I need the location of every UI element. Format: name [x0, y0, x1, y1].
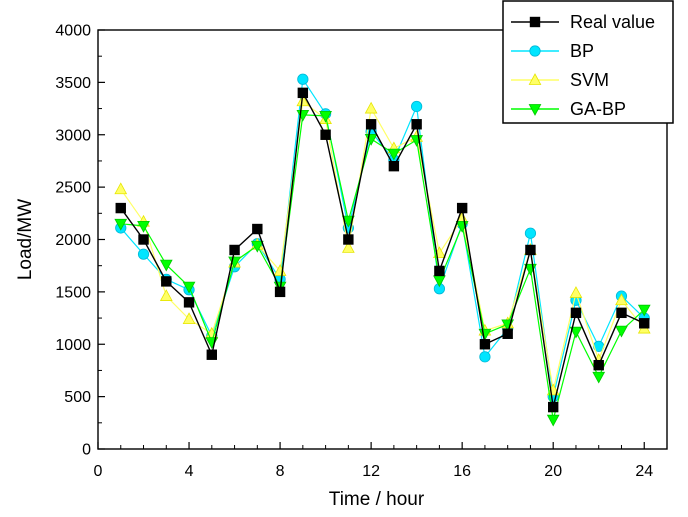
legend-label-real-value: Real value — [570, 12, 655, 32]
svm-point-21 — [569, 286, 583, 298]
svm-point-4 — [182, 312, 196, 325]
x-tick-label-20: 20 — [544, 463, 562, 480]
y-tick-label-3500: 3500 — [55, 75, 91, 92]
bp-line — [120, 78, 645, 398]
y-tick-label-1000: 1000 — [55, 337, 91, 354]
real-value-point-6 — [229, 244, 240, 256]
ga-bp-point-1 — [114, 218, 128, 231]
y-axis-label: Load/MW — [15, 199, 36, 280]
x-tick-label-8: 8 — [276, 463, 285, 480]
ga-bp-point-22 — [592, 371, 606, 384]
real-value-point-14 — [411, 119, 422, 130]
real-value-point-1 — [115, 202, 126, 214]
real-value-point-7 — [252, 223, 263, 235]
ga-bp-point-21 — [569, 326, 583, 339]
real-value-point-15 — [434, 265, 445, 277]
ga-bp-point-2 — [137, 220, 150, 233]
real-value-point-8 — [274, 286, 286, 298]
ga-bp-point-15 — [433, 275, 446, 288]
real-value-point-24 — [639, 318, 650, 329]
ga-bp-point-3 — [159, 259, 173, 272]
bp-point-2 — [137, 248, 150, 260]
real-value-point-17 — [479, 339, 491, 350]
ga-bp-point-24 — [637, 304, 651, 317]
real-value-point-11 — [343, 234, 354, 245]
ga-bp-line — [120, 114, 645, 421]
svm-point-11 — [341, 241, 355, 253]
svm-point-23 — [615, 293, 628, 306]
y-tick-label-4000: 4000 — [55, 23, 91, 40]
svm-point-12 — [364, 101, 378, 114]
x-tick-label-0: 0 — [94, 463, 103, 480]
real-value-point-16 — [456, 202, 468, 214]
y-tick-label-3000: 3000 — [55, 127, 91, 144]
real-value-point-2 — [138, 234, 149, 245]
ga-bp-point-4 — [182, 281, 196, 294]
x-tick-label-4: 4 — [185, 463, 194, 480]
real-value-point-4 — [183, 297, 195, 308]
legend-marker-real-value — [529, 16, 541, 28]
legend-label-ga-bp: GA-BP — [570, 99, 626, 119]
x-tick-label-16: 16 — [453, 463, 471, 480]
y-tick-label-500: 500 — [64, 389, 91, 406]
ga-bp-point-20 — [546, 414, 560, 427]
real-value-point-20 — [548, 401, 559, 413]
ga-bp-point-7 — [250, 240, 264, 253]
real-value-point-23 — [616, 307, 627, 319]
series-real-value — [115, 87, 650, 413]
ga-bp-point-13 — [387, 148, 401, 161]
svm-point-1 — [114, 182, 128, 195]
real-value-point-13 — [388, 160, 400, 172]
y-tick-label-2500: 2500 — [55, 180, 91, 197]
x-axis-label: Time / hour — [329, 489, 425, 510]
real-value-point-10 — [320, 129, 331, 140]
bp-point-19 — [524, 227, 537, 239]
ga-bp-point-17 — [478, 328, 492, 341]
svm-point-3 — [159, 289, 173, 301]
legend-label-bp: BP — [570, 41, 594, 61]
legend-marker-ga-bp — [528, 104, 542, 116]
y-tick-label-0: 0 — [82, 442, 91, 459]
series-svm — [114, 94, 651, 396]
legend-label-svm: SVM — [570, 70, 609, 90]
legend-marker-bp — [529, 45, 541, 57]
x-tick-label-24: 24 — [635, 463, 653, 480]
ga-bp-point-11 — [341, 215, 355, 228]
real-value-line — [120, 92, 645, 408]
series-ga-bp — [114, 109, 651, 427]
y-tick-label-2000: 2000 — [55, 232, 91, 249]
real-value-point-3 — [161, 276, 172, 287]
real-value-point-12 — [365, 119, 377, 130]
bp-point-9 — [297, 73, 309, 85]
ga-bp-point-23 — [615, 325, 628, 338]
x-tick-label-12: 12 — [362, 463, 380, 480]
ga-bp-point-10 — [319, 110, 332, 123]
real-value-point-9 — [297, 87, 309, 99]
legend: Real value BP SVM GA-BP — [502, 0, 674, 124]
real-value-point-19 — [525, 244, 536, 256]
svm-point-9 — [296, 94, 310, 107]
bp-point-17 — [479, 351, 491, 363]
real-value-point-22 — [593, 359, 604, 371]
bp-point-14 — [411, 100, 423, 113]
real-value-point-18 — [502, 328, 513, 339]
real-value-point-5 — [206, 349, 218, 360]
real-value-point-21 — [570, 307, 582, 319]
legend-marker-svm — [528, 73, 542, 85]
y-tick-label-1500: 1500 — [55, 284, 91, 301]
